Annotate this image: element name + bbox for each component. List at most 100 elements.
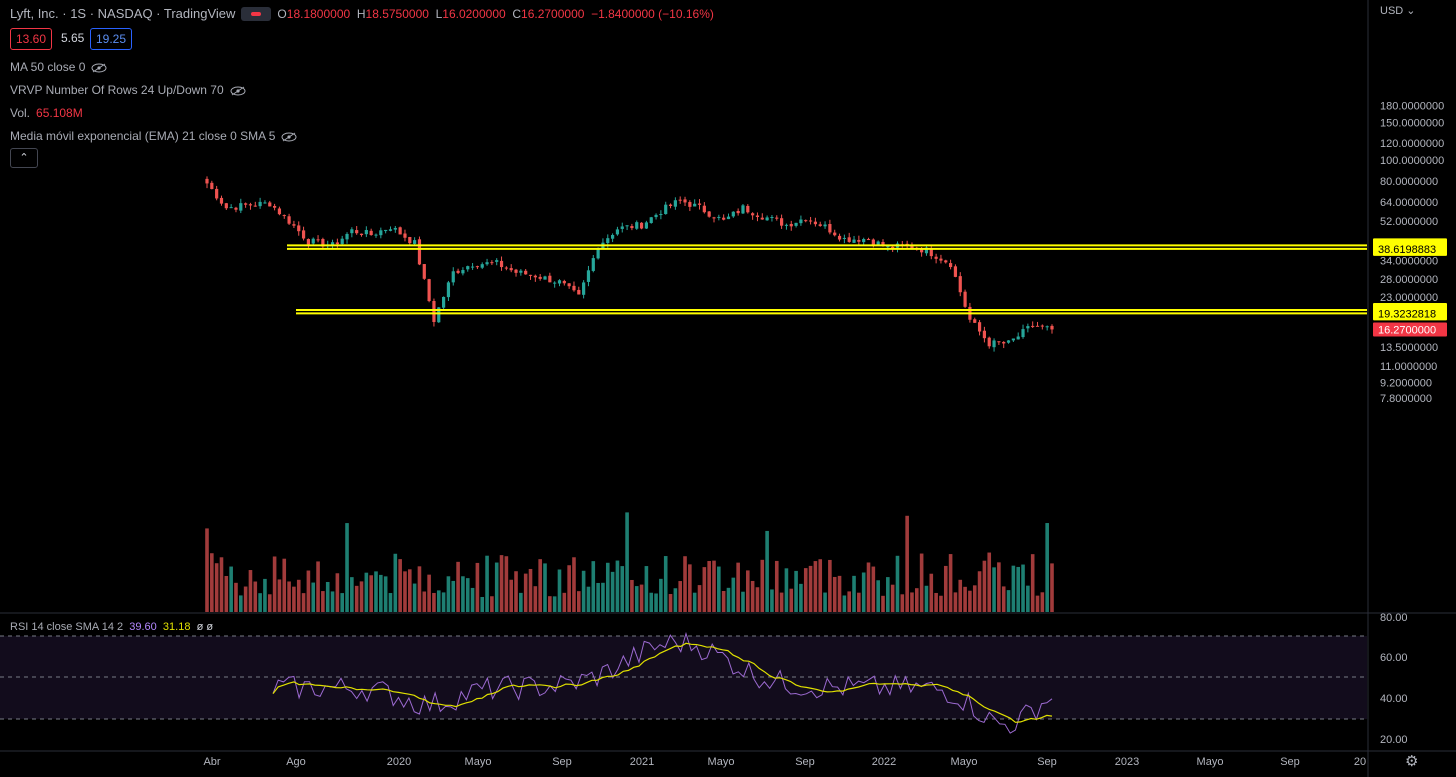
volume-bar <box>470 587 475 612</box>
candle-body <box>823 224 827 227</box>
volume-bar <box>567 565 571 612</box>
volume-bar <box>548 596 552 612</box>
time-tick-label: Ago <box>286 756 306 768</box>
high-value: 18.5750000 <box>365 6 429 21</box>
symbol-legend[interactable]: Lyft, Inc. · 1S · NASDAQ · TradingView O… <box>10 6 714 21</box>
price-tick-label: 28.0000000 <box>1380 274 1438 286</box>
candle-body <box>268 202 272 207</box>
volume-bar <box>702 567 707 612</box>
candle-body <box>987 337 991 347</box>
volume-bar <box>663 556 668 612</box>
volume-bar <box>586 586 591 612</box>
volume-bar <box>533 586 538 612</box>
candle-body <box>871 239 875 245</box>
time-tick-label: Sep <box>795 756 815 768</box>
candle-body <box>630 226 634 229</box>
indicator-ma50[interactable]: MA 50 close 0 <box>10 60 107 74</box>
volume-bar <box>282 558 287 612</box>
volume-bar <box>369 575 373 612</box>
currency-selector[interactable]: USD ⌄ <box>1380 5 1416 17</box>
visibility-toggle[interactable] <box>241 6 272 21</box>
volume-bar <box>948 554 953 612</box>
indicator-vrvp[interactable]: VRVP Number Of Rows 24 Up/Down 70 <box>10 83 246 97</box>
candle-body <box>1026 326 1030 329</box>
volume-bar <box>934 592 938 612</box>
candle-body <box>707 211 711 217</box>
indicator-label: Vol. <box>10 106 31 120</box>
candle-body <box>702 205 706 213</box>
volume-bar <box>456 561 460 612</box>
price-tick-label: 150.0000000 <box>1380 117 1444 129</box>
candle-body <box>804 220 808 222</box>
volume-bar <box>229 566 233 612</box>
volume-bar <box>808 565 813 612</box>
volume-bar <box>992 567 996 612</box>
chevron-up-icon: ⌃ <box>19 152 29 164</box>
collapse-legend-button[interactable]: ⌃ <box>10 148 38 168</box>
candle-body <box>591 258 595 271</box>
time-tick-label: Mayo <box>708 756 735 768</box>
candle-body <box>359 233 364 236</box>
candle-body <box>611 234 615 239</box>
eye-crossed-icon[interactable] <box>91 62 107 73</box>
volume-bar <box>857 592 861 612</box>
volume-bar <box>350 577 354 612</box>
ask-badge[interactable]: 19.25 <box>90 28 133 50</box>
candle-body <box>393 227 397 230</box>
indicator-ema[interactable]: Media móvil exponencial (EMA) 21 close 0… <box>10 129 297 143</box>
volume-bar <box>610 571 615 612</box>
volume-bar <box>436 590 441 612</box>
candle-body <box>432 300 436 322</box>
volume-bar <box>668 594 673 612</box>
candle-body <box>543 276 547 280</box>
candle-body <box>736 210 740 214</box>
volume-bar <box>258 593 262 612</box>
volume-bar <box>214 563 219 612</box>
candle-body <box>1045 326 1049 328</box>
price-tick-label: 34.0000000 <box>1380 256 1438 268</box>
volume-bar <box>654 593 658 612</box>
volume-bar <box>915 588 919 612</box>
candle-body <box>866 239 871 241</box>
time-tick-label: 20 <box>1354 756 1366 768</box>
settings-button[interactable]: ⚙ <box>1405 754 1421 770</box>
rsi-legend[interactable]: RSI 14 close SMA 14 2 39.60 31.18 ø ø <box>10 621 213 633</box>
candle-body <box>934 256 938 259</box>
price-tag-label: 38.6198883 <box>1378 244 1436 256</box>
volume-bar <box>939 595 943 612</box>
candle-body <box>456 270 460 273</box>
candle-body <box>654 214 658 218</box>
candle-body <box>615 229 620 235</box>
volume-bar <box>881 595 885 612</box>
volume-bar <box>741 591 745 612</box>
volume-bar <box>248 570 253 612</box>
eye-crossed-icon[interactable] <box>281 131 297 142</box>
bid-badge[interactable]: 13.60 <box>10 28 53 50</box>
price-tick-label: 64.0000000 <box>1380 197 1438 209</box>
open-label: O <box>277 6 287 21</box>
candle-body <box>664 204 668 215</box>
candle-body <box>273 205 277 208</box>
candle-body <box>625 225 629 227</box>
symbol-title[interactable]: Lyft, Inc. · 1S · NASDAQ · TradingView <box>10 6 236 21</box>
eye-crossed-icon[interactable] <box>230 85 246 96</box>
indicator-volume[interactable]: Vol. 65.108M <box>10 106 83 120</box>
candle-body <box>461 270 465 274</box>
volume-bar <box>620 566 625 612</box>
candle-body <box>519 270 523 273</box>
candle-body <box>297 225 301 232</box>
candle-body <box>384 229 388 232</box>
high-label: H <box>356 6 366 21</box>
volume-bar <box>707 561 711 612</box>
volume-bar <box>543 563 547 612</box>
volume-bar <box>325 581 330 612</box>
candle-body <box>562 280 566 284</box>
gear-icon: ⚙ <box>1405 753 1419 770</box>
volume-bar <box>383 576 388 612</box>
volume-bar <box>514 571 518 612</box>
volume-bar <box>905 515 909 612</box>
candle-body <box>808 220 813 222</box>
candle-body <box>958 276 962 293</box>
